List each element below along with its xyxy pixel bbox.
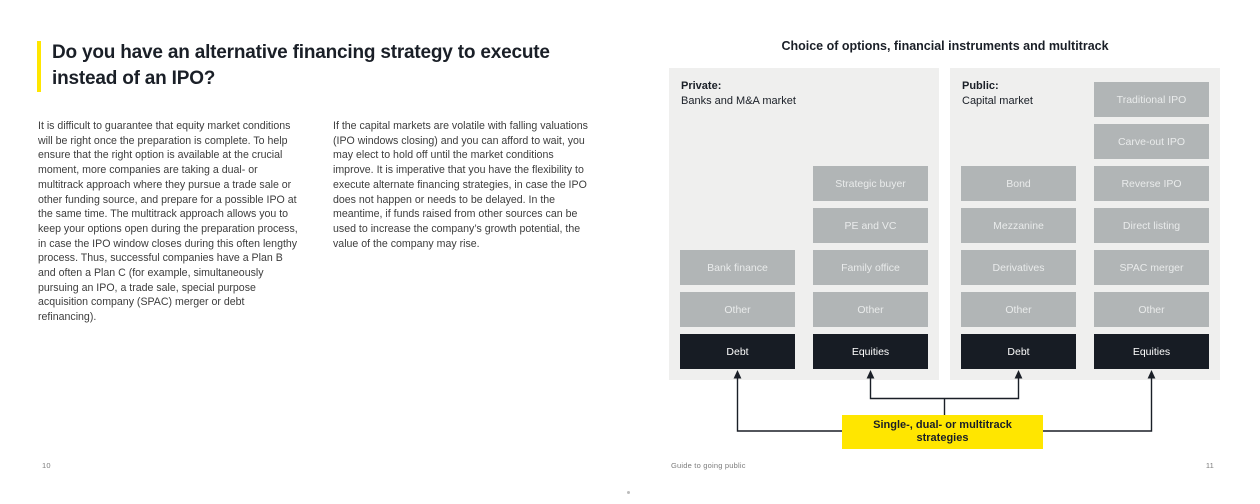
track-box-public-debt: Debt: [961, 334, 1076, 369]
instrument-box-public-derivatives: Derivatives: [961, 250, 1076, 285]
heading-accent-bar: [37, 41, 41, 92]
page-title: Do you have an alternative financing str…: [52, 42, 550, 89]
instrument-box-public-mezzanine: Mezzanine: [961, 208, 1076, 243]
instrument-box-private-bank-finance: Bank finance: [680, 250, 795, 285]
private-panel-title-bold: Private:: [681, 80, 722, 92]
track-box-public-equities: Equities: [1094, 334, 1209, 369]
private-panel-title: Private: Banks and M&A market: [681, 79, 796, 109]
track-box-private-equities: Equities: [813, 334, 928, 369]
page-number-right: 11: [1205, 461, 1214, 470]
instrument-box-public-carve-out-ipo: Carve-out IPO: [1094, 124, 1209, 159]
instrument-box-private-strategic-buyer: Strategic buyer: [813, 166, 928, 201]
instrument-box-private-other: Other: [680, 292, 795, 327]
strategy-box: Single-, dual- or multitrack strategies: [842, 415, 1043, 449]
page-number-left: 10: [42, 461, 51, 470]
private-equities-column: Strategic buyer PE and VC Family office Oth…: [813, 166, 928, 369]
track-box-private-debt: Debt: [680, 334, 795, 369]
footer-booklet-title: Guide to going public: [671, 461, 746, 470]
instrument-box-private-family-office: Family office: [813, 250, 928, 285]
instrument-box-public-other: Other: [961, 292, 1076, 327]
public-equities-column: Traditional IPO Carve-out IPO Reverse IPO D…: [1094, 82, 1209, 369]
diagram-title: Choice of options, financial instruments…: [781, 39, 1109, 53]
instrument-box-public-bond: Bond: [961, 166, 1076, 201]
public-panel-title-bold: Public:: [962, 80, 999, 92]
instrument-box-private-pe-and-vc: PE and VC: [813, 208, 928, 243]
body-paragraph-right: If the capital markets are volatile with…: [333, 120, 588, 250]
public-panel-title-rest: Capital market: [962, 95, 1033, 107]
instrument-box-public-direct-listing: Direct listing: [1094, 208, 1209, 243]
instrument-box-public-spac-merger: SPAC merger: [1094, 250, 1209, 285]
instrument-box-public-other: Other: [1094, 292, 1209, 327]
body-paragraph-left: It is difficult to guarantee that equity…: [38, 120, 298, 324]
instrument-box-public-reverse-ipo: Reverse IPO: [1094, 166, 1209, 201]
fold-mark-dot: [627, 491, 630, 494]
private-panel: Private: Banks and M&A market Bank finan…: [669, 68, 939, 380]
private-debt-column: Bank finance Other Debt: [680, 250, 795, 369]
instrument-box-private-other: Other: [813, 292, 928, 327]
public-panel: Public: Capital market Bond Mezzanine Deri…: [950, 68, 1220, 380]
instrument-box-public-traditional-ipo: Traditional IPO: [1094, 82, 1209, 117]
private-panel-title-rest: Banks and M&A market: [681, 95, 796, 107]
public-panel-title: Public: Capital market: [962, 79, 1033, 109]
public-debt-column: Bond Mezzanine Derivatives Other Debt: [961, 166, 1076, 369]
